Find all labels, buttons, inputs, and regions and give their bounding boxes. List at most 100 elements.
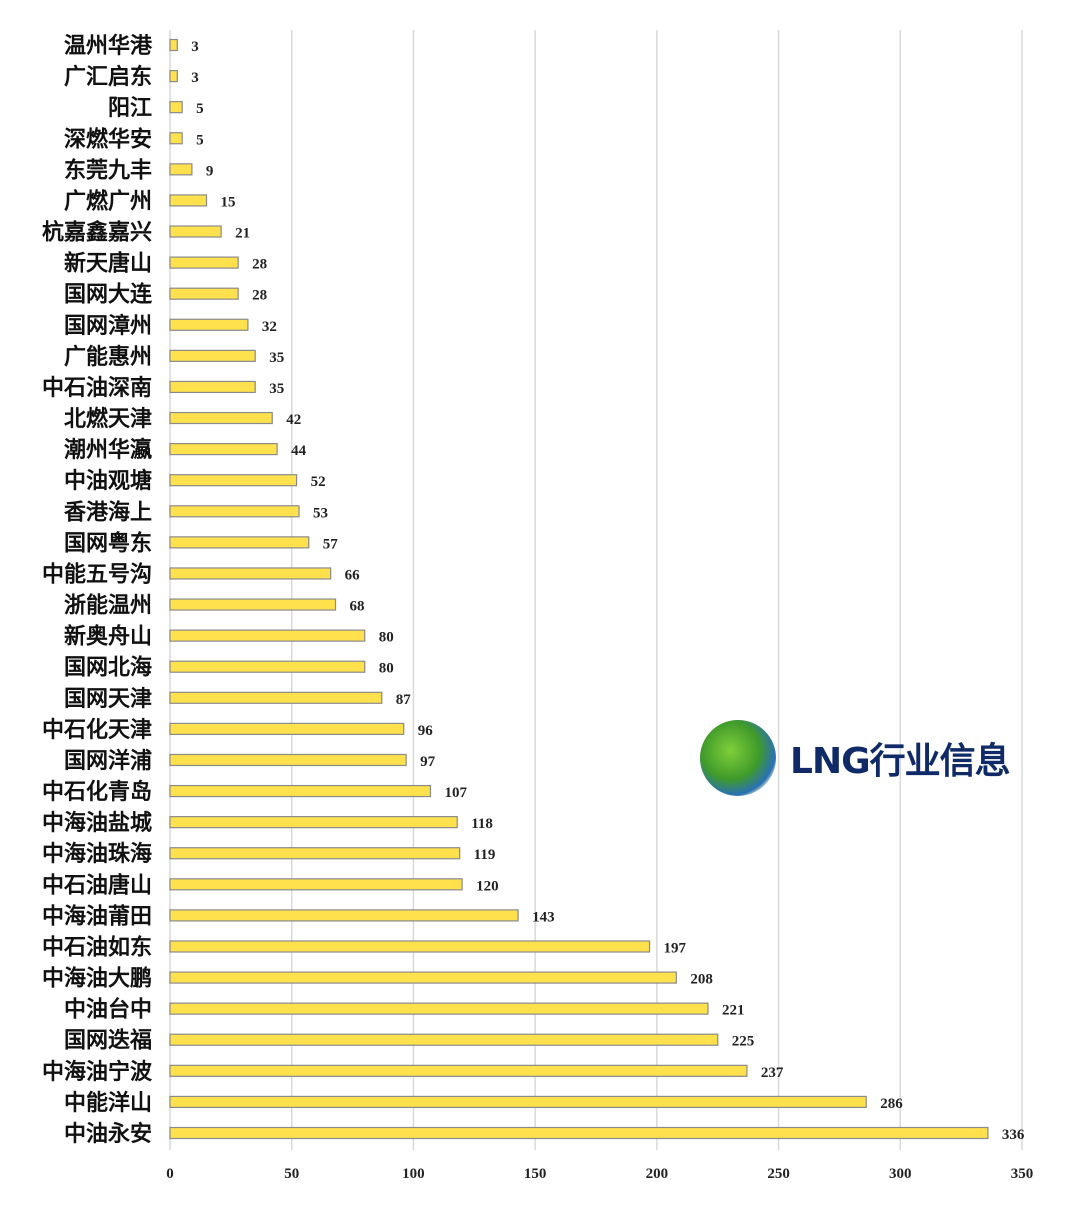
category-label: 中能洋山 — [64, 1090, 152, 1116]
data-label: 66 — [345, 567, 361, 583]
x-tick-label: 0 — [166, 1166, 174, 1182]
category-label: 中石油如东 — [42, 934, 152, 960]
data-label: 286 — [880, 1096, 903, 1112]
data-label: 44 — [291, 443, 307, 459]
data-label: 28 — [252, 257, 267, 273]
globe-icon — [700, 720, 776, 796]
bar — [169, 909, 519, 922]
category-label: 北燃天津 — [64, 406, 152, 432]
bar — [169, 1095, 867, 1109]
bar — [169, 505, 300, 518]
data-label: 3 — [191, 70, 199, 86]
category-label: 广燃广州 — [64, 188, 152, 214]
bar — [169, 940, 651, 953]
category-label: 中海油莆田 — [42, 903, 152, 929]
category-label: 潮州华瀛 — [64, 437, 152, 463]
category-label: 浙能温州 — [64, 593, 152, 619]
data-label: 53 — [313, 505, 328, 521]
x-tick-label: 100 — [402, 1166, 425, 1182]
data-label: 87 — [396, 692, 412, 708]
data-label: 237 — [761, 1065, 784, 1081]
data-label: 35 — [269, 350, 284, 366]
bar — [169, 847, 461, 860]
data-label: 119 — [474, 847, 496, 863]
data-label: 9 — [206, 163, 214, 179]
category-label: 国网粤东 — [64, 530, 152, 556]
data-label: 57 — [323, 536, 339, 552]
category-label: 国网迭福 — [64, 1028, 152, 1054]
bar — [169, 1126, 989, 1140]
bar — [169, 443, 278, 456]
bar — [169, 722, 405, 735]
bar — [169, 784, 432, 798]
data-label: 97 — [420, 754, 436, 770]
category-label: 中海油珠海 — [42, 841, 152, 867]
data-label: 21 — [235, 226, 250, 242]
category-label: 新奥舟山 — [64, 624, 152, 650]
bar — [169, 753, 407, 767]
category-label: 中油台中 — [64, 997, 152, 1023]
watermark-logo: LNG行业信息 — [700, 720, 1011, 796]
category-label: 中石油深南 — [42, 375, 152, 401]
category-label: 东莞九丰 — [64, 157, 152, 183]
bar — [169, 349, 256, 362]
data-label: 221 — [722, 1003, 745, 1019]
data-label: 107 — [444, 785, 467, 801]
data-label: 5 — [196, 101, 204, 117]
bar — [169, 1002, 709, 1015]
category-label: 中海油宁波 — [42, 1059, 153, 1085]
brand-text: LNG行业信息 — [790, 741, 1011, 782]
bar — [169, 38, 178, 52]
bar — [169, 287, 239, 300]
x-tick-label: 200 — [646, 1166, 669, 1182]
category-label: 中油观塘 — [64, 468, 152, 494]
bar — [169, 380, 256, 394]
data-label: 3 — [191, 39, 199, 55]
category-label: 香港海上 — [64, 499, 152, 525]
category-label: 广汇启东 — [64, 64, 152, 90]
category-label: 阳江 — [108, 95, 152, 121]
data-label: 80 — [379, 661, 394, 677]
data-label: 5 — [196, 132, 204, 148]
bar — [169, 660, 366, 673]
category-label: 国网天津 — [64, 686, 152, 712]
bar — [169, 1033, 719, 1046]
bar — [169, 101, 183, 114]
data-label: 35 — [269, 381, 284, 397]
data-label: 68 — [350, 599, 365, 615]
bar — [169, 132, 183, 145]
bar — [169, 318, 249, 331]
data-label: 120 — [476, 878, 499, 894]
x-tick-label: 50 — [284, 1166, 299, 1182]
data-label: 32 — [262, 319, 277, 335]
category-label: 国网漳州 — [64, 313, 152, 339]
data-label: 225 — [732, 1034, 755, 1050]
data-label: 28 — [252, 288, 267, 304]
x-tick-label: 300 — [889, 1166, 912, 1182]
bar — [169, 1064, 748, 1077]
bar — [169, 971, 677, 984]
x-tick-label: 350 — [1011, 1166, 1034, 1182]
category-label: 中能五号沟 — [42, 561, 152, 587]
category-label: 杭嘉鑫嘉兴 — [42, 220, 152, 246]
data-label: 118 — [471, 816, 493, 832]
category-label: 温州华港 — [64, 33, 153, 59]
bar — [169, 411, 273, 425]
bar — [169, 69, 178, 83]
data-label: 336 — [1002, 1127, 1025, 1143]
category-label: 中石化天津 — [42, 717, 152, 743]
bar — [169, 225, 222, 238]
category-label: 新天唐山 — [64, 251, 152, 277]
bar — [169, 163, 193, 176]
bar — [169, 816, 458, 829]
bar — [169, 598, 337, 611]
data-label: 15 — [221, 194, 236, 210]
data-label: 143 — [532, 909, 555, 925]
category-label: 中海油大鹏 — [42, 966, 152, 992]
data-label: 42 — [286, 412, 301, 428]
data-label: 197 — [664, 940, 687, 956]
bar — [169, 629, 366, 642]
bar — [169, 878, 463, 891]
category-label: 国网北海 — [64, 655, 152, 681]
